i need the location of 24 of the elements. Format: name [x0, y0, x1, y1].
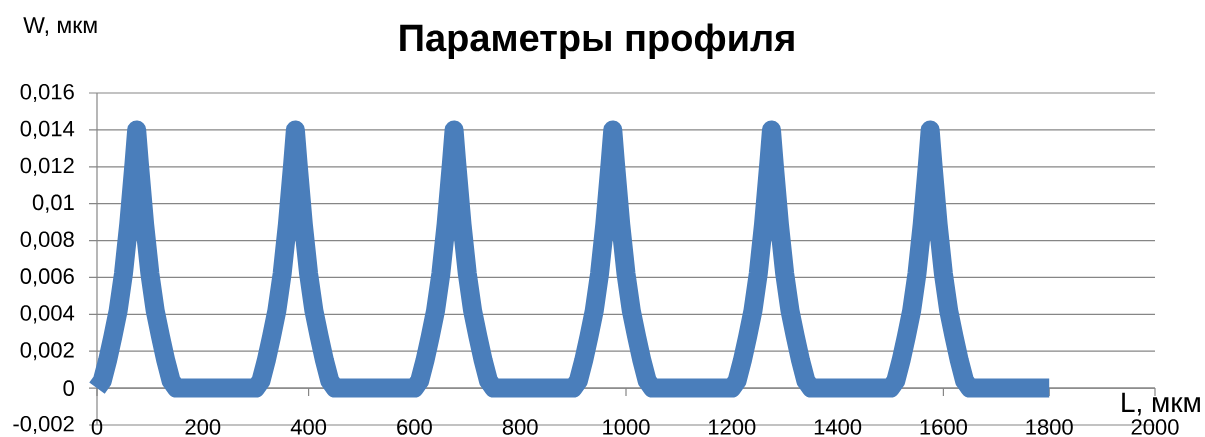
x-tick-label: 1800	[1026, 419, 1073, 435]
x-tick-label: 600	[397, 419, 432, 435]
y-tick-label: 0,014	[20, 120, 75, 139]
x-axis-title: L, мкм	[1122, 392, 1200, 416]
y-tick-label: 0,008	[20, 231, 74, 250]
x-tick-label: 200	[185, 419, 221, 435]
x-tick-label: 1600	[920, 419, 967, 435]
y-tick-label: 0,004	[20, 305, 75, 324]
y-tick-label: 0,016	[20, 83, 74, 103]
y-tick-label: 0,002	[20, 342, 74, 361]
chart-title: Параметры профиля	[400, 23, 794, 59]
x-tick-label: 1400	[814, 419, 862, 435]
x-tick-label: 1200	[709, 419, 756, 435]
x-tick-label: 0	[91, 419, 103, 435]
x-tick-label: 1000	[603, 419, 650, 435]
x-tick-label: 800	[502, 419, 538, 435]
y-tick-label: 0	[63, 380, 74, 396]
y-axis-title: W, мкм	[23, 17, 97, 36]
y-tick-label: -0,002	[13, 415, 74, 435]
y-tick-label: 0,012	[20, 157, 74, 176]
y-tick-label: 0,006	[20, 268, 74, 287]
y-tick-label: 0,01	[32, 194, 74, 213]
x-tick-label: 400	[290, 419, 327, 435]
x-tick-label: 2000	[1131, 419, 1179, 435]
